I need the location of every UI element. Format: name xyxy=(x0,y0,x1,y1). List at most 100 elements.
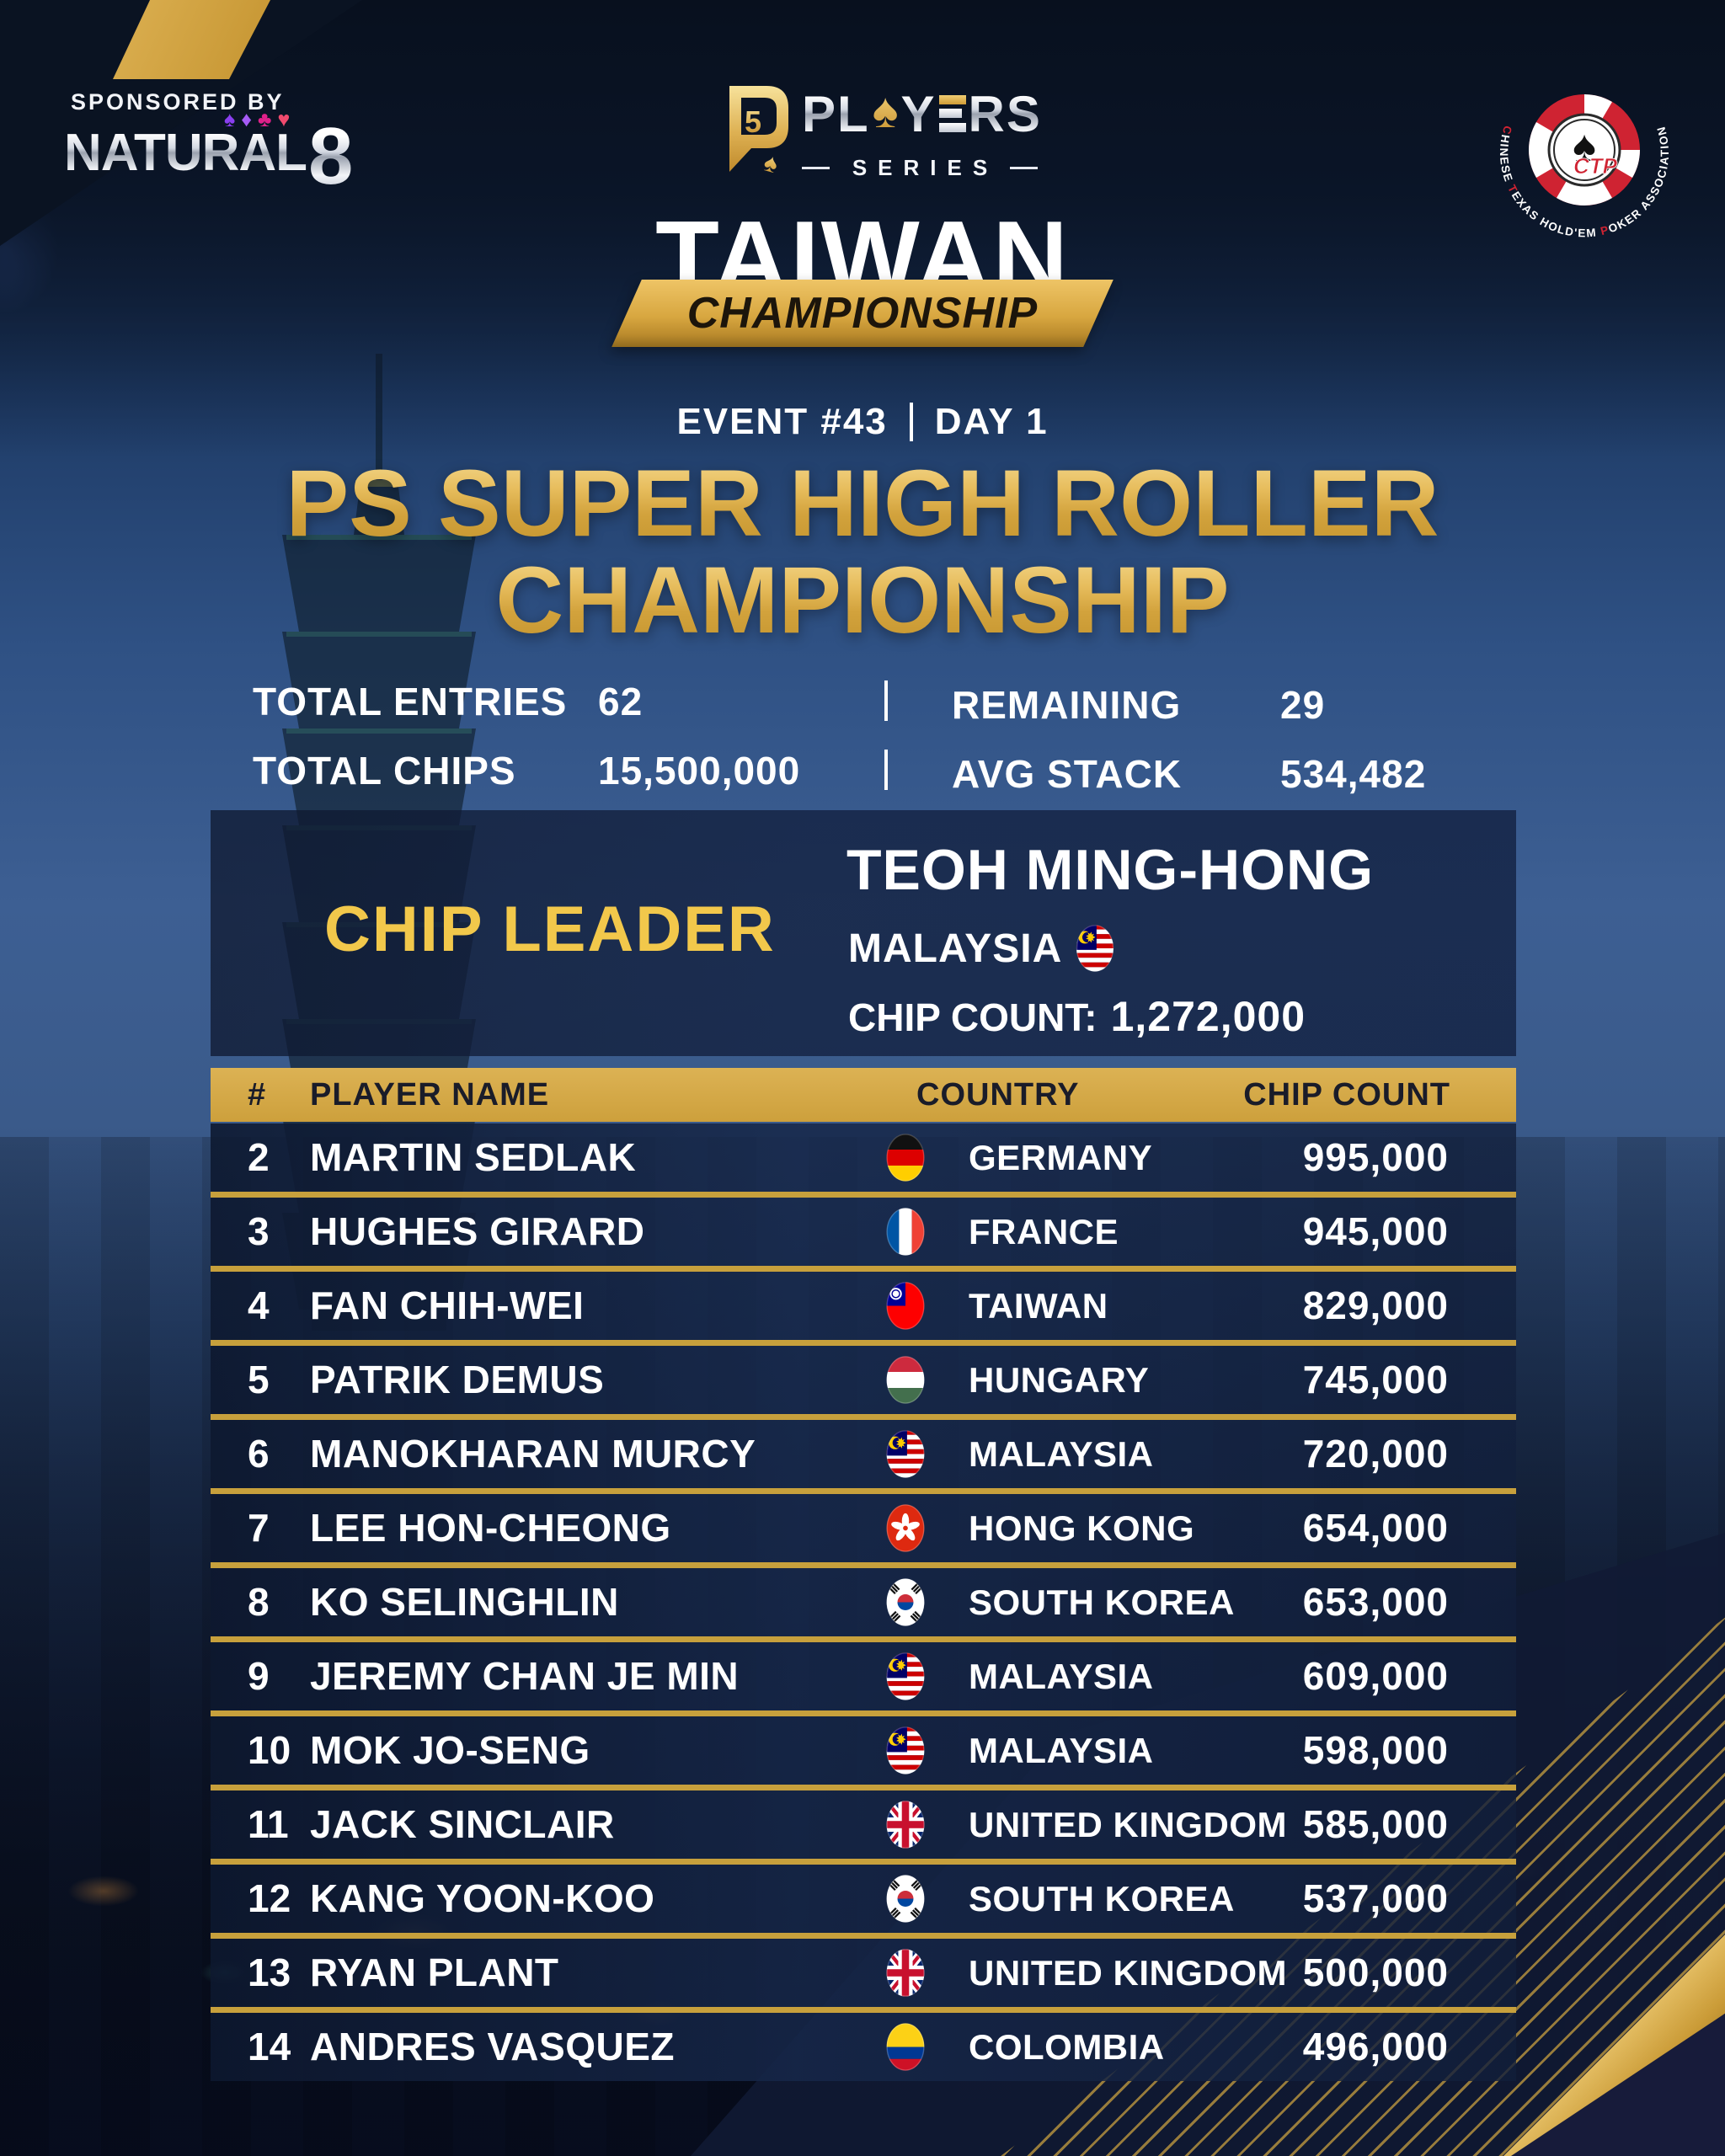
table-row: 11 JACK SINCLAIR UNITED KINGDOM 585,000 xyxy=(211,1785,1516,1859)
country-cell: UNITED KINGDOM xyxy=(969,1953,1287,1993)
malaysia-flag-icon xyxy=(886,1430,925,1478)
event-divider xyxy=(909,403,913,441)
players-spade-icon: ♠ xyxy=(872,83,899,138)
championship-banner-label: CHAMPIONSHIP xyxy=(686,289,1039,338)
total-entries-label: TOTAL ENTRIES xyxy=(253,680,568,723)
country-cell: TAIWAN xyxy=(969,1286,1108,1326)
chip-leader-name: TEOH MING-HONG xyxy=(846,838,1374,902)
series-row: SERIES xyxy=(802,155,1038,181)
chip-count-cell: 537,000 xyxy=(1302,1876,1449,1920)
table-row: 10 MOK JO-SENG MALAYSIA 598,000 xyxy=(211,1710,1516,1785)
event-title-line1: PS SUPER HIGH ROLLER xyxy=(0,455,1725,552)
rank-cell: 5 xyxy=(248,1358,270,1401)
chip-leader-heading: CHIP LEADER xyxy=(324,894,776,965)
rank-cell: 7 xyxy=(248,1506,270,1550)
table-row: 12 KANG YOON-KOO SOUTH KOREA 537,000 xyxy=(211,1859,1516,1933)
stats-divider-2 xyxy=(884,750,888,790)
table-row: 4 FAN CHIH-WEI TAIWAN 829,000 xyxy=(211,1266,1516,1340)
table-body: 2 MARTIN SEDLAK GERMANY 995,000 3 HUGHES… xyxy=(211,1123,1516,2081)
chip-leader-count: CHIP COUNT: 1,272,000 xyxy=(848,992,1306,1041)
player-name-cell: MOK JO-SENG xyxy=(310,1728,590,1772)
club-icon: ♣ xyxy=(258,108,272,131)
table-row: 2 MARTIN SEDLAK GERMANY 995,000 xyxy=(211,1123,1516,1192)
chip-count-cell: 598,000 xyxy=(1302,1728,1449,1772)
players-y: Y xyxy=(900,85,937,142)
country-cell: SOUTH KOREA xyxy=(969,1879,1235,1919)
ps-monogram-icon: 5 ♠ xyxy=(729,86,788,175)
table-row: 14 ANDRES VASQUEZ COLOMBIA 496,000 xyxy=(211,2007,1516,2081)
rank-cell: 2 xyxy=(248,1135,270,1179)
natural8-logo: ♠ ♦ ♣ ♥ NATURAL 8 xyxy=(64,108,384,226)
svg-text:5: 5 xyxy=(745,104,761,139)
country-cell: HUNGARY xyxy=(969,1360,1150,1400)
svg-text:♠: ♠ xyxy=(761,148,781,175)
rank-cell: 14 xyxy=(248,2025,291,2068)
chip-count-cell: 829,000 xyxy=(1302,1283,1449,1327)
france-flag-icon xyxy=(886,1208,925,1256)
country-cell: MALAYSIA xyxy=(969,1434,1154,1474)
event-line: EVENT #43 DAY 1 xyxy=(0,401,1725,443)
player-name-cell: ANDRES VASQUEZ xyxy=(310,2025,675,2068)
rank-cell: 12 xyxy=(248,1876,291,1920)
chip-count-cell: 945,000 xyxy=(1302,1209,1449,1253)
player-name-cell: RYAN PLANT xyxy=(310,1951,559,1994)
table-row: 6 MANOKHARAN MURCY MALAYSIA 720,000 xyxy=(211,1414,1516,1488)
table-row: 3 HUGHES GIRARD FRANCE 945,000 xyxy=(211,1192,1516,1266)
remaining-label: REMAINING xyxy=(952,683,1182,727)
table-row: 8 KO SELINGHLIN SOUTH KOREA 653,000 xyxy=(211,1562,1516,1636)
country-cell: FRANCE xyxy=(969,1212,1119,1251)
country-cell: GERMANY xyxy=(969,1138,1153,1177)
player-name-cell: JACK SINCLAIR xyxy=(310,1802,615,1846)
players-wordmark: PL ♠ Y RS xyxy=(802,83,1042,142)
rank-cell: 8 xyxy=(248,1580,270,1624)
total-chips-label: TOTAL CHIPS xyxy=(253,749,516,792)
avg-stack-value: 534,482 xyxy=(1280,752,1427,796)
player-name-cell: FAN CHIH-WEI xyxy=(310,1283,585,1327)
stats-block: TOTAL ENTRIES 62 REMAINING 29 TOTAL CHIP… xyxy=(211,679,1516,805)
event-title-line2: CHAMPIONSHIP xyxy=(0,552,1725,649)
rank-cell: 4 xyxy=(248,1283,270,1327)
suit-icons-row: ♠ ♦ ♣ ♥ xyxy=(224,109,290,131)
heart-icon: ♥ xyxy=(277,108,291,131)
event-number: EVENT #43 xyxy=(676,401,888,442)
malaysia-flag-icon xyxy=(886,1652,925,1700)
chip-count-cell: 720,000 xyxy=(1302,1432,1449,1476)
country-cell: MALAYSIA xyxy=(969,1657,1154,1696)
malaysia-flag-icon xyxy=(1076,925,1114,972)
total-chips-value: 15,500,000 xyxy=(598,749,801,792)
series-label: SERIES xyxy=(852,155,999,180)
chip-count-value: 1,272,000 xyxy=(1110,993,1306,1040)
series-line-left xyxy=(802,167,830,169)
chip-leader-panel: CHIP LEADER TEOH MING-HONG MALAYSIA CHIP… xyxy=(211,810,1516,1056)
table-row: 5 PATRIK DEMUS HUNGARY 745,000 xyxy=(211,1340,1516,1414)
chip-count-cell: 745,000 xyxy=(1302,1358,1449,1401)
ctp-association-logo: ♠ CTP C HINESE TEXAS HOLD'EM POKER ASSOCI… xyxy=(1498,94,1670,239)
table-row: 13 RYAN PLANT UNITED KINGDOM 500,000 xyxy=(211,1933,1516,2007)
chip-count-cell: 995,000 xyxy=(1302,1135,1449,1179)
uk-flag-icon xyxy=(886,1949,925,1997)
players-stylized-e xyxy=(938,95,966,132)
remaining-value: 29 xyxy=(1280,683,1326,727)
country-cell: SOUTH KOREA xyxy=(969,1582,1235,1622)
player-name-cell: KO SELINGHLIN xyxy=(310,1580,619,1624)
uk-flag-icon xyxy=(886,1801,925,1849)
player-name-cell: KANG YOON-KOO xyxy=(310,1876,655,1920)
avg-stack-label: AVG STACK xyxy=(952,752,1183,796)
svg-text:♠: ♠ xyxy=(1573,122,1596,171)
rank-cell: 3 xyxy=(248,1209,270,1253)
diamond-icon: ♦ xyxy=(241,108,253,131)
southkorea-flag-icon xyxy=(886,1875,925,1923)
table-row: 9 JEREMY CHAN JE MIN MALAYSIA 609,000 xyxy=(211,1636,1516,1710)
chip-count-cell: 585,000 xyxy=(1302,1802,1449,1846)
total-entries-value: 62 xyxy=(598,680,644,723)
chip-count-cell: 609,000 xyxy=(1302,1654,1449,1698)
svg-text:CTP: CTP xyxy=(1573,153,1618,179)
spade-icon: ♠ xyxy=(224,108,236,131)
player-name-cell: HUGHES GIRARD xyxy=(310,1209,645,1253)
hungary-flag-icon xyxy=(886,1356,925,1404)
chip-count-label: CHIP COUNT: xyxy=(848,995,1097,1039)
series-line-right xyxy=(1010,167,1038,169)
player-name-cell: JEREMY CHAN JE MIN xyxy=(310,1654,740,1698)
stats-divider-1 xyxy=(884,680,888,721)
